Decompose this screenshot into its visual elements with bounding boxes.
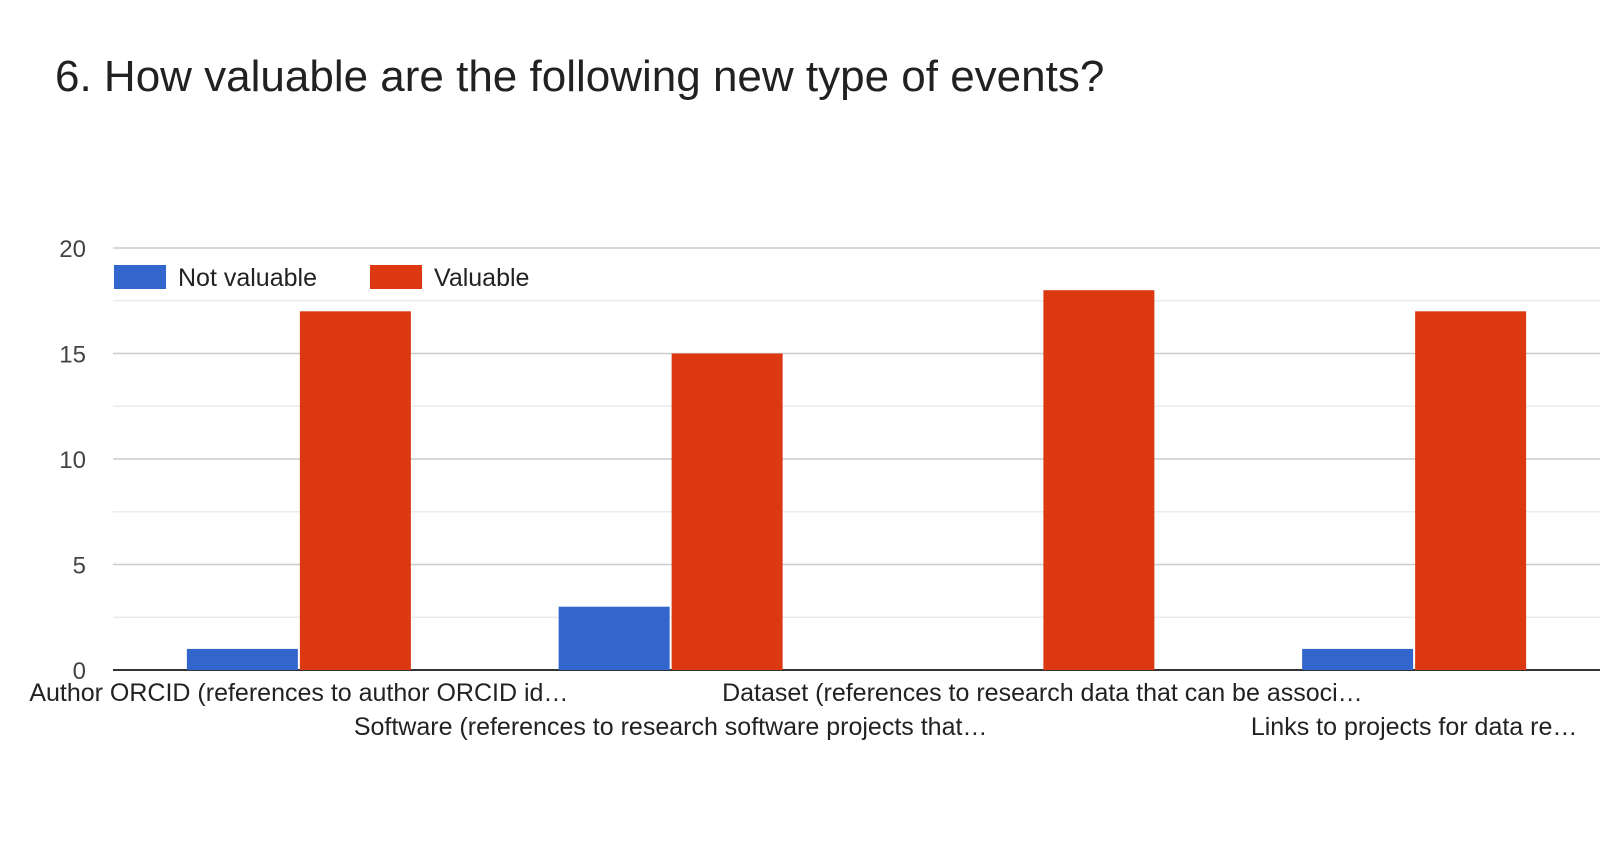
legend-label: Valuable: [434, 264, 529, 292]
chart-title: 6. How valuable are the following new ty…: [55, 52, 1105, 101]
y-tick-label: 20: [59, 236, 86, 263]
x-category-label: Links to projects for data re…: [1251, 713, 1578, 741]
bar: [1415, 311, 1527, 670]
legend-swatch: [114, 265, 166, 289]
y-tick-label: 0: [73, 658, 86, 685]
y-tick-label: 5: [73, 553, 86, 580]
x-category-label: Dataset (references to research data tha…: [722, 679, 1363, 707]
bar: [558, 606, 670, 670]
x-category-label: Software (references to research softwar…: [354, 713, 988, 741]
legend: Not valuable Valuable: [114, 264, 529, 292]
bar: [186, 648, 298, 670]
x-category-label: Author ORCID (references to author ORCID…: [29, 679, 568, 707]
legend-label: Not valuable: [178, 264, 317, 292]
bar: [299, 311, 411, 670]
bar: [1043, 290, 1155, 670]
y-tick-label: 10: [59, 447, 86, 474]
bar: [671, 353, 783, 670]
x-axis-labels: Author ORCID (references to author ORCID…: [29, 679, 1577, 741]
y-tick-label: 15: [59, 342, 86, 369]
legend-swatch: [370, 265, 422, 289]
bars: [186, 290, 1527, 670]
bar: [1302, 648, 1414, 670]
